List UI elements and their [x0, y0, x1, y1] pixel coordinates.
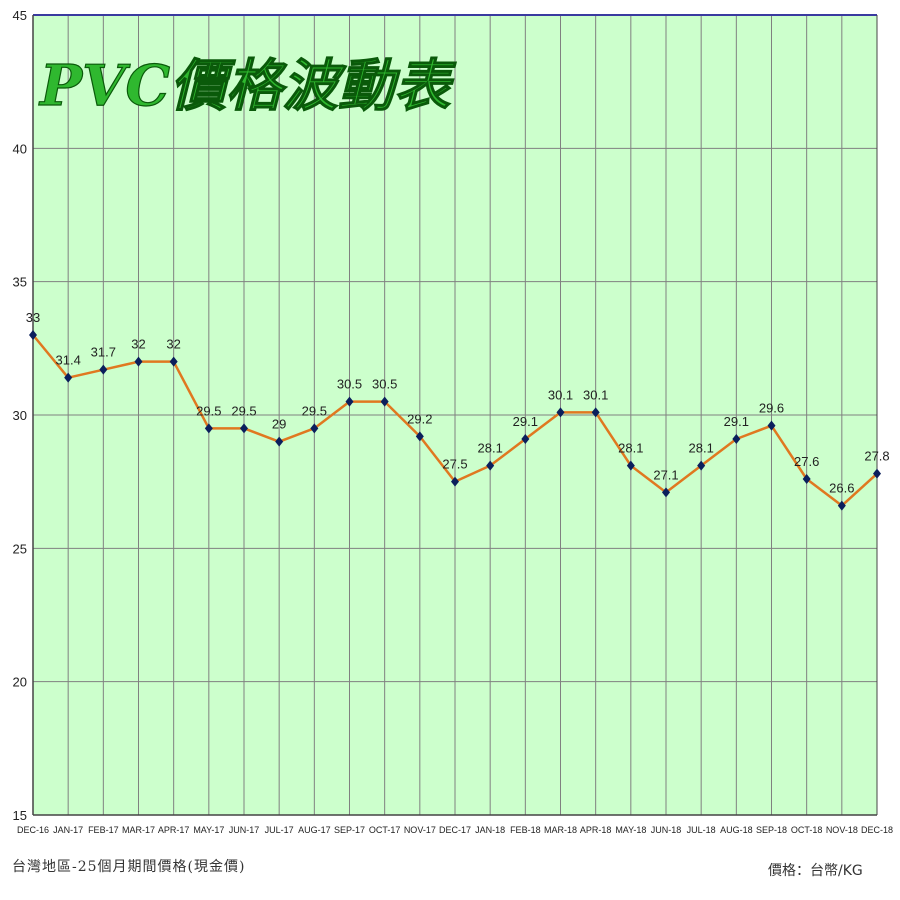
x-tick-label: SEP-18	[756, 825, 787, 835]
data-label: 27.6	[794, 454, 819, 469]
data-point	[380, 396, 389, 407]
x-tick-label: DEC-18	[861, 825, 893, 835]
data-point	[204, 423, 213, 434]
data-point	[64, 372, 73, 383]
x-tick-label: AUG-17	[298, 825, 331, 835]
data-label: 29.1	[724, 414, 749, 429]
data-label: 29.2	[407, 411, 432, 426]
x-tick-label: SEP-17	[334, 825, 365, 835]
chart-title: PVC價格波動表	[38, 53, 457, 119]
data-label: 33	[26, 310, 40, 325]
data-label: 29	[272, 417, 286, 432]
data-label: 27.5	[442, 457, 467, 472]
data-point	[275, 436, 284, 447]
x-tick-label: JUL-17	[265, 825, 294, 835]
x-tick-label: DEC-17	[439, 825, 471, 835]
data-point	[697, 460, 706, 471]
data-label: 28.1	[478, 441, 503, 456]
y-tick-label: 35	[13, 275, 27, 290]
y-tick-label: 45	[13, 8, 27, 23]
y-tick-label: 40	[13, 141, 27, 156]
x-tick-label: MAR-17	[122, 825, 155, 835]
data-point	[240, 423, 248, 434]
data-point	[837, 500, 846, 511]
x-tick-label: MAR-18	[544, 825, 577, 835]
x-tick-label: JUL-18	[687, 825, 716, 835]
data-label: 31.4	[56, 353, 81, 368]
x-tick-label: APR-18	[580, 825, 612, 835]
y-tick-label: 25	[13, 541, 27, 556]
x-tick-label: APR-17	[158, 825, 190, 835]
x-tick-label: MAY-17	[193, 825, 224, 835]
data-label: 28.1	[618, 441, 643, 456]
data-point	[451, 476, 459, 487]
x-tick-label: MAY-18	[615, 825, 646, 835]
data-label: 32	[131, 337, 145, 352]
x-tick-label: OCT-18	[791, 825, 823, 835]
data-point	[486, 460, 495, 471]
data-point	[415, 431, 424, 442]
data-label: 30.5	[337, 377, 362, 392]
data-point	[556, 407, 565, 418]
x-tick-label: FEB-18	[510, 825, 541, 835]
data-label: 29.5	[302, 403, 327, 418]
data-label: 32	[166, 337, 180, 352]
data-point	[802, 474, 811, 484]
x-tick-label: JUN-18	[651, 825, 682, 835]
data-label: 29.1	[513, 414, 538, 429]
y-tick-label: 15	[13, 808, 27, 823]
data-label: 29.5	[231, 403, 256, 418]
data-point	[873, 468, 881, 479]
data-point	[732, 434, 741, 444]
data-label: 27.8	[864, 449, 889, 464]
data-label: 27.1	[653, 467, 678, 482]
data-point	[591, 407, 600, 418]
y-tick-label: 30	[13, 408, 27, 423]
data-point	[310, 423, 319, 434]
x-tick-label: JAN-17	[53, 825, 83, 835]
footer-region-note: 台灣地區-25個月期間價格(現金價)	[12, 859, 246, 875]
data-point	[521, 434, 530, 444]
data-point	[169, 356, 178, 367]
data-label: 31.7	[91, 345, 116, 360]
x-tick-label: NOV-17	[404, 825, 436, 835]
y-tick-label: 20	[13, 675, 27, 690]
x-tick-label: JAN-18	[475, 825, 505, 835]
data-label: 30.1	[548, 387, 573, 402]
x-tick-label: NOV-18	[826, 825, 858, 835]
data-point	[767, 420, 776, 431]
x-tick-label: OCT-17	[369, 825, 401, 835]
data-point	[345, 396, 354, 407]
data-label: 26.6	[829, 481, 854, 496]
x-tick-label: DEC-16	[17, 825, 49, 835]
data-label: 30.1	[583, 387, 608, 402]
data-point	[626, 460, 635, 471]
x-tick-label: AUG-18	[720, 825, 753, 835]
x-tick-label: JUN-17	[229, 825, 260, 835]
data-point	[29, 330, 37, 340]
data-label: 29.5	[196, 403, 221, 418]
data-label: 28.1	[689, 441, 714, 456]
data-point	[662, 487, 670, 498]
data-label: 29.6	[759, 401, 784, 416]
footer-unit-note: 價格：台幣/KG	[768, 863, 863, 879]
x-tick-label: FEB-17	[88, 825, 119, 835]
data-label: 30.5	[372, 377, 397, 392]
data-point	[134, 356, 143, 367]
data-point	[99, 364, 108, 375]
